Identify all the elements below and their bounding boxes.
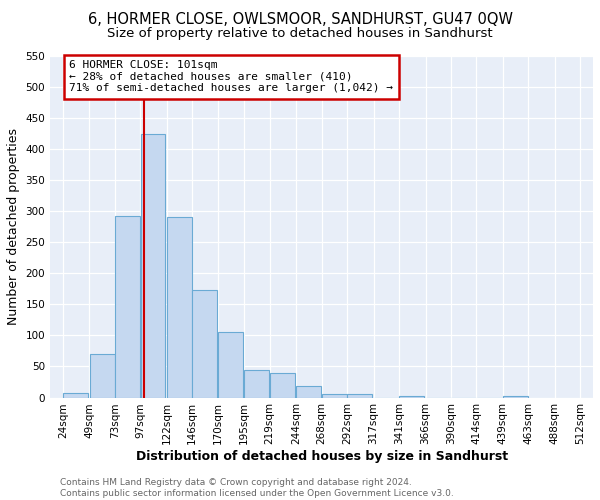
Bar [503, 396, 528, 398]
Bar [89, 354, 115, 398]
Bar [140, 134, 166, 398]
Text: 6 HORMER CLOSE: 101sqm
← 28% of detached houses are smaller (410)
71% of semi-de: 6 HORMER CLOSE: 101sqm ← 28% of detached… [69, 60, 393, 94]
Bar [167, 218, 192, 398]
Bar [63, 392, 88, 398]
Bar [193, 290, 217, 398]
Bar [296, 386, 322, 398]
Text: Contains HM Land Registry data © Crown copyright and database right 2024.
Contai: Contains HM Land Registry data © Crown c… [60, 478, 454, 498]
Bar [270, 374, 295, 398]
Bar [218, 332, 243, 398]
Bar [399, 396, 424, 398]
Y-axis label: Number of detached properties: Number of detached properties [7, 128, 20, 325]
Text: 6, HORMER CLOSE, OWLSMOOR, SANDHURST, GU47 0QW: 6, HORMER CLOSE, OWLSMOOR, SANDHURST, GU… [88, 12, 512, 28]
Bar [244, 370, 269, 398]
X-axis label: Distribution of detached houses by size in Sandhurst: Distribution of detached houses by size … [136, 450, 508, 463]
Text: Size of property relative to detached houses in Sandhurst: Size of property relative to detached ho… [107, 28, 493, 40]
Bar [347, 394, 372, 398]
Bar [115, 216, 140, 398]
Bar [322, 394, 347, 398]
